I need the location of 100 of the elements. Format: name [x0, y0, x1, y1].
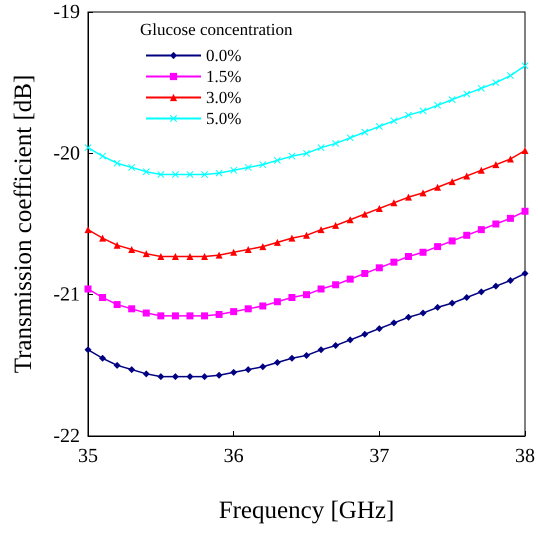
point [390, 117, 398, 124]
point [274, 298, 281, 306]
point [522, 270, 528, 277]
point [288, 354, 296, 362]
point [201, 373, 208, 380]
point [201, 253, 208, 260]
point [318, 286, 325, 293]
point [420, 107, 427, 114]
point [361, 330, 368, 338]
x-tick-label: 37 [369, 445, 390, 467]
point [128, 366, 136, 374]
point [346, 134, 354, 142]
point [448, 300, 456, 307]
point [201, 171, 208, 178]
point [303, 150, 310, 157]
point [244, 366, 252, 374]
point [463, 232, 470, 239]
point [332, 342, 340, 350]
point [332, 140, 340, 147]
point [361, 128, 368, 136]
point [346, 276, 354, 283]
point [157, 373, 164, 380]
legend-label: 1.5% [206, 67, 242, 86]
point [492, 79, 500, 86]
point [303, 352, 310, 359]
point [434, 243, 442, 250]
point [492, 220, 500, 228]
point [142, 168, 150, 176]
point [259, 161, 266, 168]
point [274, 156, 281, 164]
point [448, 237, 456, 244]
y-tick-label: -21 [53, 284, 80, 306]
point [216, 252, 223, 259]
point [259, 243, 266, 250]
point [506, 214, 514, 222]
point [186, 312, 194, 320]
x-tick-label: 38 [515, 445, 535, 467]
point [274, 238, 281, 246]
point [420, 310, 427, 317]
point [463, 90, 470, 98]
point [84, 226, 92, 234]
point [157, 171, 164, 178]
point [230, 308, 238, 316]
point [172, 171, 179, 178]
x-tick-label: 35 [78, 445, 98, 467]
point [172, 373, 179, 380]
point [142, 310, 150, 317]
point [157, 312, 164, 320]
point [216, 310, 223, 318]
point [157, 253, 164, 260]
point [346, 216, 354, 224]
point [288, 152, 296, 160]
point [434, 184, 442, 191]
point [492, 282, 500, 290]
point [318, 226, 325, 234]
point [99, 234, 106, 242]
y-tick-label: -19 [53, 1, 80, 23]
point [114, 160, 121, 167]
point [259, 363, 266, 370]
point [346, 336, 354, 344]
point [361, 270, 368, 277]
point [114, 301, 121, 308]
y-tick-label: -20 [53, 142, 80, 164]
point [506, 155, 514, 162]
point [128, 164, 136, 171]
y-axis-title: Transmission coefficient [dB] [10, 74, 37, 374]
point [230, 248, 238, 256]
point [142, 250, 150, 258]
point [492, 161, 500, 168]
point [390, 199, 398, 206]
point [478, 288, 485, 296]
point [288, 234, 296, 242]
point [303, 232, 310, 239]
point [376, 264, 383, 272]
point [420, 189, 427, 196]
point [114, 362, 121, 369]
point [186, 253, 194, 260]
point [376, 204, 383, 212]
point [478, 226, 485, 234]
point [244, 164, 252, 171]
legend-title: Glucose concentration [140, 20, 293, 39]
point [506, 72, 514, 80]
point [128, 246, 136, 253]
point [244, 305, 252, 312]
point [404, 253, 412, 260]
legend-label: 5.0% [206, 109, 242, 128]
point [186, 373, 194, 380]
point [172, 312, 179, 320]
point [434, 102, 442, 109]
point [404, 194, 412, 201]
point [274, 359, 281, 366]
point [390, 319, 398, 326]
point [259, 302, 266, 310]
point [186, 171, 194, 178]
point [230, 166, 238, 174]
point [332, 222, 340, 229]
y-tick-label: -22 [53, 425, 80, 447]
point [404, 314, 412, 321]
point [361, 210, 368, 218]
point [99, 354, 106, 362]
